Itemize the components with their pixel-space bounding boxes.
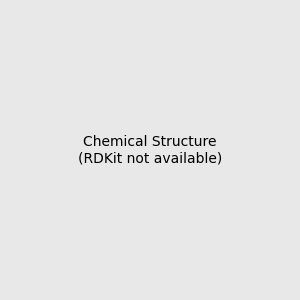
Text: Chemical Structure
(RDKit not available): Chemical Structure (RDKit not available) bbox=[78, 135, 222, 165]
